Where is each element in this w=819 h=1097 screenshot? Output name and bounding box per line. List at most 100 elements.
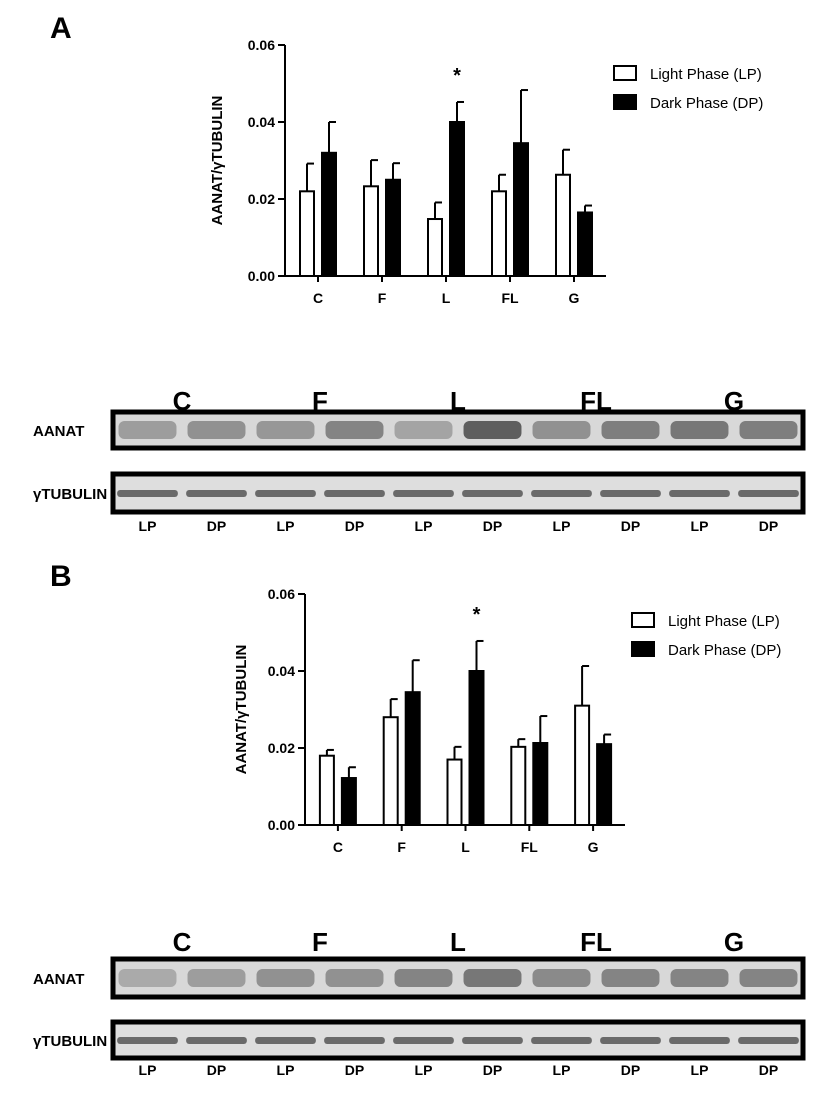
panel-letter: A [50,12,72,45]
tubulin-band [393,1037,454,1044]
aanat-band [394,421,453,439]
tubulin-band [738,490,799,497]
y-tick-label: 0.06 [268,586,295,602]
bar [299,190,315,277]
tubulin-band [324,490,385,497]
bar [574,704,591,827]
y-tick-label: 0.02 [248,191,275,207]
blot-phase-label: DP [621,1062,640,1078]
blot-lane-label: L [450,386,466,416]
blot-lane-label: F [312,927,328,957]
aanat-band [187,969,246,987]
aanat-band [463,421,522,439]
tubulin-band [738,1037,799,1044]
blot-phase-label: LP [139,1062,157,1078]
blot-row-label: AANAT [33,423,84,440]
tubulin-band [255,490,316,497]
tubulin-band [186,490,247,497]
blot-phase-label: LP [553,1062,571,1078]
blot-row-label: γTUBULIN [33,486,107,503]
y-tick-label: 0.04 [248,114,275,130]
bar [385,178,401,277]
tubulin-band [117,1037,178,1044]
x-tick-label: FL [521,839,539,855]
legend-label: Light Phase (LP) [668,613,780,630]
bar [491,190,507,277]
aanat-band [532,421,591,439]
y-axis-label: AANAT/γTUBULIN [233,645,250,775]
legend-label: Light Phase (LP) [650,66,762,83]
aanat-band [256,421,315,439]
bar [510,745,527,826]
blot-phase-label: LP [139,518,157,534]
aanat-band [601,421,660,439]
bar [596,743,613,827]
blot-phase-label: DP [345,1062,364,1078]
tubulin-band [531,490,592,497]
tubulin-band [600,490,661,497]
blot-phase-label: LP [415,1062,433,1078]
aanat-band [325,421,384,439]
legend-label: Dark Phase (DP) [650,95,763,112]
x-tick-label: L [461,839,470,855]
legend-swatch [613,94,637,110]
aanat-band [739,969,798,987]
y-tick-label: 0.06 [248,37,275,53]
aanat-band [670,969,729,987]
bar [321,151,337,277]
bar [577,211,593,278]
y-tick-label: 0.00 [268,817,295,833]
aanat-band [670,421,729,439]
tubulin-band [462,490,523,497]
aanat-band [394,969,453,987]
tubulin-band [255,1037,316,1044]
y-tick-label: 0.00 [248,268,275,284]
aanat-band [118,969,177,987]
blot-lane-label: C [173,927,192,957]
blot-phase-label: LP [277,518,295,534]
significance-marker: * [453,65,461,87]
bar [513,142,529,277]
blot-phase-label: DP [759,518,778,534]
aanat-band [601,969,660,987]
aanat-band [532,969,591,987]
blot-phase-label: LP [691,1062,709,1078]
bar [468,670,485,826]
x-tick-label: FL [501,290,519,306]
tubulin-band [669,1037,730,1044]
significance-marker: * [473,604,481,626]
bar [427,218,443,278]
blot-lane-label: F [312,386,328,416]
bar [363,185,379,277]
blot-phase-label: DP [345,518,364,534]
tubulin-band [669,490,730,497]
aanat-band [463,969,522,987]
y-tick-label: 0.02 [268,740,295,756]
bar [449,121,465,277]
x-tick-label: C [333,839,343,855]
bar [382,716,399,827]
blot-phase-label: DP [483,1062,502,1078]
blot-row-label: γTUBULIN [33,1033,107,1050]
tubulin-band [600,1037,661,1044]
blot-lane-label: FL [580,927,612,957]
blot-phase-label: DP [759,1062,778,1078]
bar [555,173,571,277]
legend-swatch [631,612,655,628]
x-tick-label: G [588,839,599,855]
aanat-band [325,969,384,987]
aanat-band [118,421,177,439]
blot-phase-label: LP [553,518,571,534]
panel-letter: B [50,560,72,593]
blot-phase-label: DP [483,518,502,534]
tubulin-band [186,1037,247,1044]
legend-label: Dark Phase (DP) [668,642,781,659]
x-tick-label: G [569,290,580,306]
y-axis-label: AANAT/γTUBULIN [209,96,226,226]
blot-lane-label: G [724,927,744,957]
x-tick-label: C [313,290,323,306]
x-tick-label: F [397,839,406,855]
tubulin-band [393,490,454,497]
blot-lane-label: C [173,386,192,416]
